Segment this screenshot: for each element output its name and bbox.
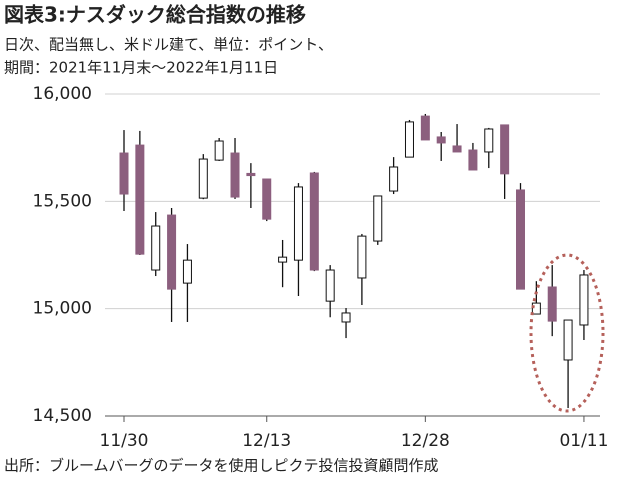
subtitle: 日次、配当無し、米ドル建て、単位：ポイント、 (4, 36, 333, 54)
y-tick-label: 15,500 (33, 191, 92, 211)
candle-body (516, 189, 525, 290)
candle-body (436, 136, 446, 144)
candle-body (357, 235, 367, 279)
candle-body (293, 186, 303, 261)
candle-body (182, 259, 192, 284)
candle-body (404, 121, 414, 158)
candle-body (468, 149, 478, 171)
candle-body (135, 144, 145, 255)
candle-body (278, 256, 288, 263)
candle-body (309, 172, 319, 271)
candle-body (214, 140, 224, 161)
candle-body (452, 145, 462, 153)
x-tick-label: 12/13 (242, 431, 291, 451)
subtitle: 期間：2021年11月末～2022年1月11日 (4, 59, 278, 77)
x-tick-label: 01/11 (559, 431, 608, 451)
candle-body (563, 319, 573, 361)
candle-body (373, 195, 383, 242)
candle-body (246, 172, 256, 177)
candle-body (167, 214, 177, 290)
y-tick-label: 14,500 (33, 406, 92, 426)
candle-body (531, 302, 541, 315)
candle-body (547, 286, 557, 322)
highlight-ellipse (529, 253, 605, 413)
candle-body (341, 312, 351, 323)
x-tick-label: 11/30 (100, 431, 149, 451)
candle-body (119, 152, 129, 195)
candle-body (420, 115, 430, 141)
y-tick-label: 16,000 (33, 84, 92, 104)
candle-body (262, 178, 272, 220)
candle-body (151, 225, 161, 271)
source: 出所：ブルームバーグのデータを使用しピクテ投信投資顧問作成 (4, 457, 439, 475)
candle-body (325, 269, 335, 302)
candle-body (500, 124, 510, 175)
candle-body (389, 166, 399, 192)
candle-body (484, 128, 494, 153)
candle-body (198, 158, 208, 199)
y-tick-label: 15,000 (33, 299, 92, 319)
candle-body (579, 274, 589, 326)
x-tick-label: 12/28 (401, 431, 450, 451)
candle-body (230, 152, 240, 198)
chart-title: 図表3:ナスダック総合指数の推移 (4, 3, 306, 27)
